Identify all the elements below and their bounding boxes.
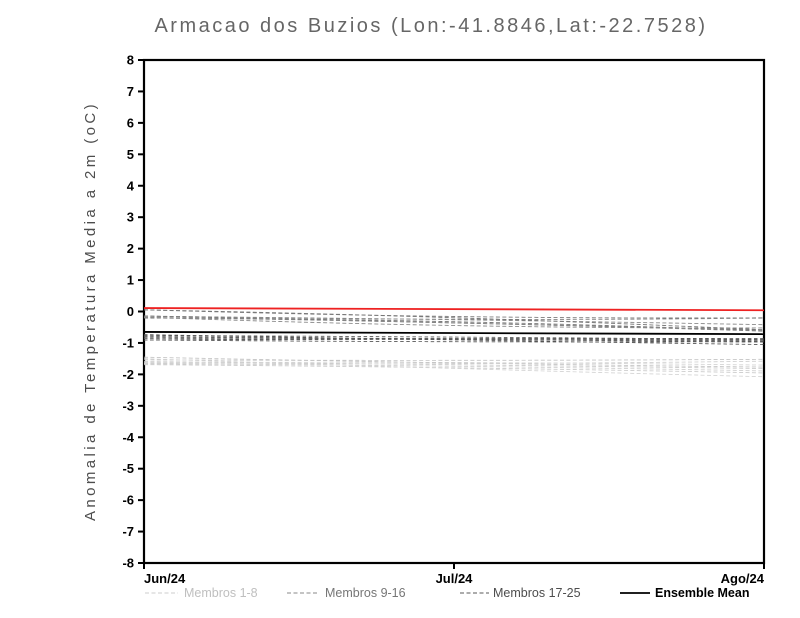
svg-text:Anomalia de Temperatura Media: Anomalia de Temperatura Media a 2m (oC) — [82, 101, 99, 521]
svg-text:0: 0 — [127, 304, 134, 319]
svg-text:8: 8 — [127, 53, 134, 68]
svg-text:-2: -2 — [122, 367, 134, 382]
svg-text:-1: -1 — [122, 335, 134, 350]
svg-text:Membros 9-16: Membros 9-16 — [325, 586, 406, 600]
svg-text:-3: -3 — [122, 398, 134, 413]
svg-text:Ago/24: Ago/24 — [721, 571, 765, 586]
svg-text:Jul/24: Jul/24 — [436, 571, 474, 586]
svg-text:1: 1 — [127, 273, 134, 288]
svg-text:Armacao dos Buzios (Lon:-41.88: Armacao dos Buzios (Lon:-41.8846,Lat:-22… — [154, 15, 707, 37]
svg-text:-6: -6 — [122, 493, 134, 508]
svg-text:Membros 1-8: Membros 1-8 — [184, 586, 258, 600]
svg-text:4: 4 — [127, 178, 135, 193]
svg-text:Ensemble Mean: Ensemble Mean — [655, 586, 749, 600]
svg-text:-5: -5 — [122, 461, 134, 476]
svg-text:3: 3 — [127, 210, 134, 225]
svg-text:-7: -7 — [122, 524, 134, 539]
svg-text:7: 7 — [127, 84, 134, 99]
svg-text:5: 5 — [127, 147, 134, 162]
svg-text:6: 6 — [127, 115, 134, 130]
svg-text:2: 2 — [127, 241, 134, 256]
svg-text:-8: -8 — [122, 556, 134, 571]
svg-text:Membros 17-25: Membros 17-25 — [493, 586, 581, 600]
svg-text:Jun/24: Jun/24 — [144, 571, 186, 586]
svg-text:-4: -4 — [122, 430, 134, 445]
